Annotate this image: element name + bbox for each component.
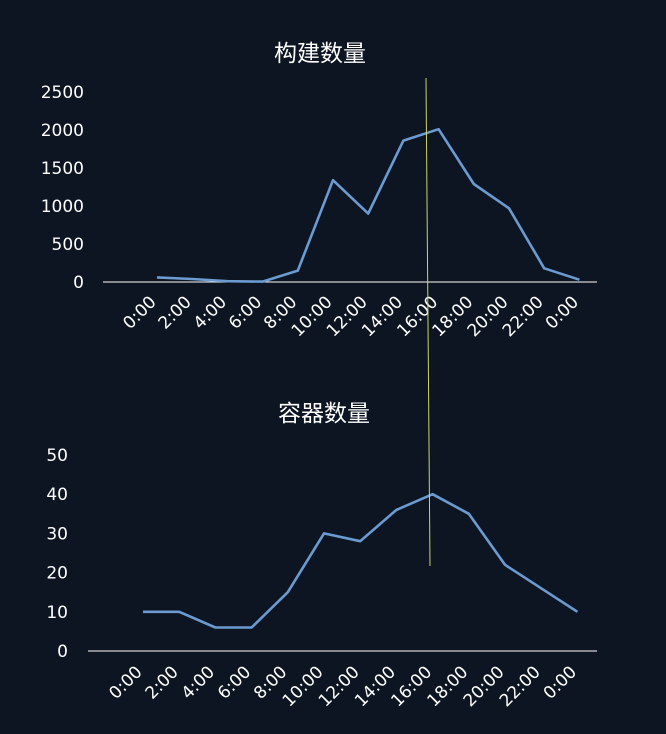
- y-tick-label: 1000: [41, 197, 84, 217]
- x-tick-labels: 0:002:004:006:008:0010:0012:0014:0016:00…: [105, 662, 581, 711]
- x-tick-label: 2:00: [155, 292, 196, 333]
- y-tick-label: 10: [46, 603, 68, 623]
- y-tick-label: 0: [57, 642, 68, 662]
- series-line: [143, 492, 579, 629]
- chart-title: 容器数量: [278, 401, 370, 427]
- x-tick-label: 6:00: [225, 292, 266, 333]
- x-tick-label: 10:00: [279, 662, 328, 711]
- x-tick-label: 0:00: [542, 292, 583, 333]
- x-tick-label: 0:00: [119, 292, 160, 333]
- y-tick-label: 500: [52, 235, 84, 255]
- y-tick-label: 2000: [41, 121, 84, 141]
- x-tick-label: 22:00: [499, 292, 548, 341]
- chart-title: 构建数量: [274, 41, 366, 67]
- hover-crosshair-line[interactable]: [425, 77, 431, 567]
- x-tick-label: 4:00: [178, 662, 219, 703]
- x-tick-labels: 0:002:004:006:008:0010:0012:0014:0016:00…: [119, 292, 583, 341]
- x-tick-label: 2:00: [142, 662, 183, 703]
- x-tick-label: 22:00: [496, 662, 545, 711]
- y-tick-label: 50: [46, 446, 68, 466]
- series-line: [156, 127, 580, 283]
- y-tick-label: 40: [46, 485, 68, 505]
- y-tick-label: 1500: [41, 159, 84, 179]
- x-tick-label: 12:00: [315, 662, 364, 711]
- y-tick-labels: 0 10 20 30 40 50: [46, 446, 68, 662]
- y-tick-label: 30: [46, 524, 68, 544]
- x-tick-label: 4:00: [190, 292, 231, 333]
- x-tick-label: 14:00: [351, 662, 400, 711]
- x-tick-label: 0:00: [540, 662, 581, 703]
- x-tick-label: 0:00: [105, 662, 146, 703]
- y-tick-label: 0: [73, 273, 84, 293]
- y-tick-label: 2500: [41, 83, 84, 103]
- y-tick-labels: 0 500 1000 1500 2000 2500: [41, 83, 84, 293]
- x-tick-label: 20:00: [460, 662, 509, 711]
- y-tick-label: 20: [46, 564, 68, 584]
- x-tick-label: 18:00: [424, 662, 473, 711]
- x-tick-label: 6:00: [214, 662, 255, 703]
- x-tick-label: 16:00: [387, 662, 436, 711]
